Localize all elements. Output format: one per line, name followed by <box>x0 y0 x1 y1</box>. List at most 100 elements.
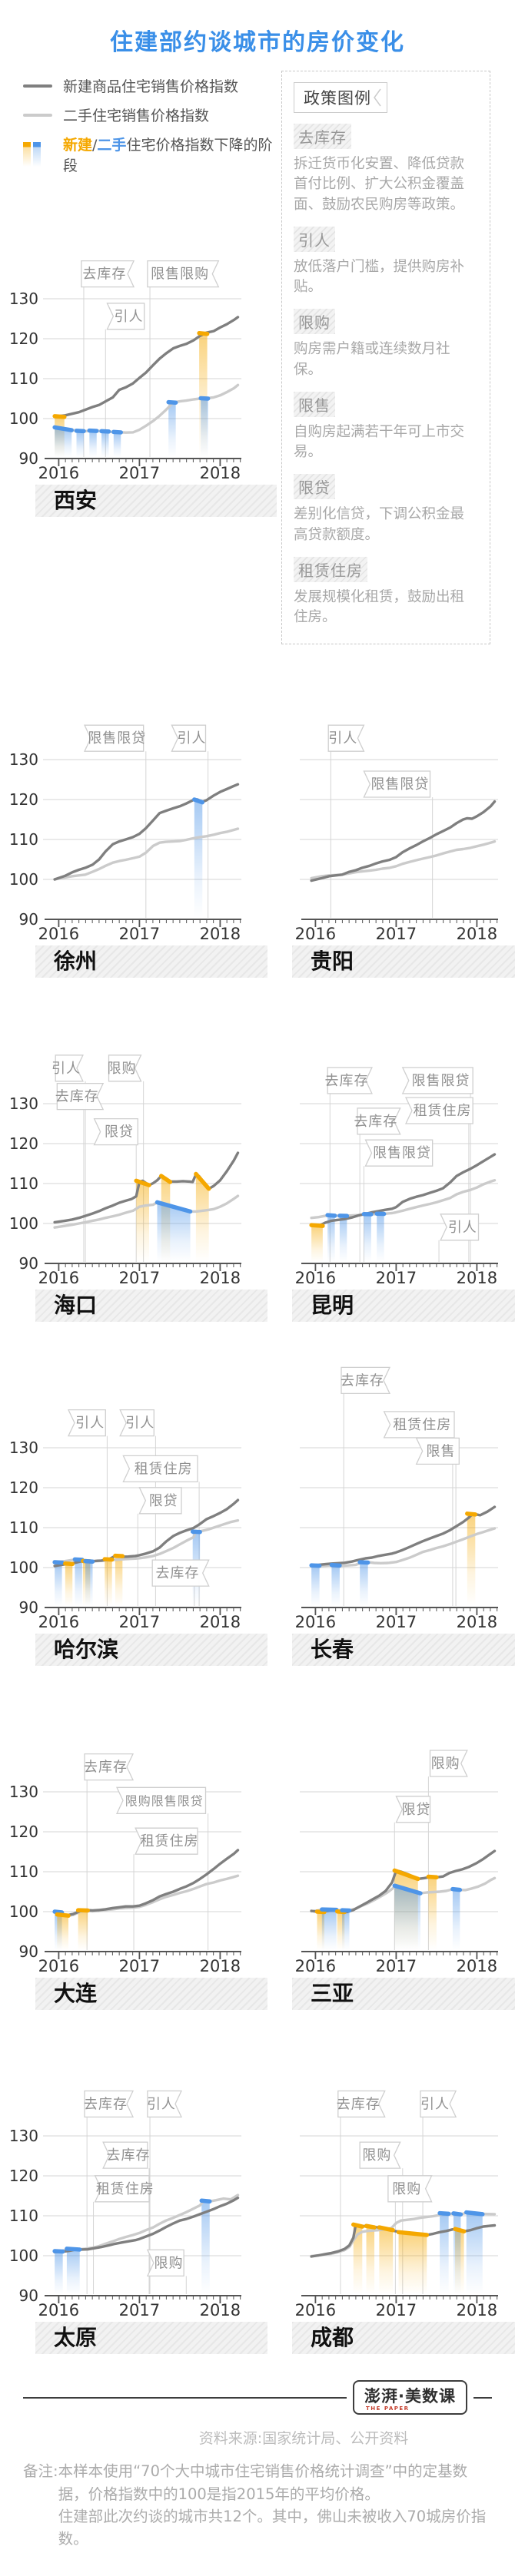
x-axis-tick-label: 2017 <box>376 1269 417 1287</box>
secondhand-index-line <box>311 1528 494 1566</box>
decline-cap <box>399 2233 427 2236</box>
old-decline-bar-swatch <box>33 142 41 167</box>
decline-cap <box>115 1556 122 1557</box>
secondhand-decline-bar <box>331 1567 340 1606</box>
decline-cap <box>467 2213 483 2214</box>
x-axis-tick-label: 2018 <box>200 925 241 943</box>
y-axis-tick-label: 110 <box>9 830 38 849</box>
y-axis-tick-label: 110 <box>9 1862 38 1881</box>
brand-logo-text: 澎湃·美数课 <box>364 2387 456 2405</box>
ribbon-notch-icon <box>371 88 384 108</box>
divider-line <box>473 2397 492 2399</box>
y-axis-tick-label: 120 <box>9 790 38 809</box>
new-decline-bar-swatch <box>23 142 31 167</box>
policy-flag: 限售限贷 <box>403 1068 473 1094</box>
policy-term: 租赁住房 <box>294 557 367 582</box>
secondhand-decline-bar <box>55 429 71 457</box>
policy-flag-label: 限购 <box>108 1061 137 1077</box>
secondhand-decline-bar <box>342 1912 349 1951</box>
policy-flag-label: 引人 <box>420 2097 450 2113</box>
new-decline-bar <box>399 2234 427 2295</box>
new-home-index-line <box>55 317 238 417</box>
top-row: 新建商品住宅销售价格指数 二手住宅销售价格指数 新建/二手住宅价格指数下降的阶段… <box>0 69 515 644</box>
policy-flag-label: 限售限贷 <box>411 1073 470 1089</box>
policy-flag: 限购 <box>108 1055 141 1081</box>
policy-flag-label: 租赁住房 <box>96 2181 154 2197</box>
policy-item: 引人 放低落户门槛，提供购房补贴。 <box>294 227 478 298</box>
x-axis-tick-label: 2016 <box>295 1613 336 1631</box>
y-axis-tick-label: 110 <box>9 1174 38 1193</box>
secondhand-index-line <box>55 1521 238 1563</box>
decline-cap <box>194 800 202 803</box>
x-axis-tick-label: 2017 <box>376 2301 417 2319</box>
brand-logo: 澎湃·美数课 THE PAPER <box>353 2380 467 2415</box>
footnote-line: 本样本使用“70个大中城市住宅销售价格统计调查”中的定基数据，价格指数中的100… <box>58 2460 492 2505</box>
chart-city-label: 三亚 <box>292 1978 515 2010</box>
x-axis-tick-label: 2018 <box>457 2301 497 2319</box>
policy-flag: 限售限贷 <box>85 726 146 752</box>
x-axis-tick-label: 2016 <box>295 2301 336 2319</box>
policy-item: 限贷 差别化信贷，下调公积金最高贷款额度。 <box>294 474 478 545</box>
chart-city-label: 西安 <box>35 485 277 517</box>
new-home-index-line <box>55 2198 238 2253</box>
policy-flag: 租赁住房 <box>135 1829 198 1855</box>
decline-cap <box>454 2213 460 2214</box>
policy-flag: 引人 <box>328 726 364 752</box>
x-axis-tick-label: 2017 <box>119 1613 160 1631</box>
policy-flag-label: 引人 <box>115 309 144 325</box>
policy-term: 限售 <box>294 392 335 417</box>
policy-desc: 差别化信贷，下调公积金最高贷款额度。 <box>294 505 478 545</box>
policy-flag: 限购 <box>430 1750 467 1776</box>
new-decline-bar <box>311 1227 323 1263</box>
policy-flag-label: 去库存 <box>84 2097 128 2113</box>
y-axis-tick-label: 130 <box>9 1094 38 1113</box>
policy-flag-label: 去库存 <box>55 1089 99 1105</box>
secondhand-index-line <box>55 385 238 432</box>
policy-flag: 限贷 <box>396 1796 430 1823</box>
policy-flag: 租赁住房 <box>95 2176 154 2202</box>
y-axis-tick-label: 120 <box>9 1823 38 1841</box>
secondhand-decline-bar <box>168 404 175 457</box>
chart-city-label: 徐州 <box>35 945 267 978</box>
policy-legend-title: 政策图例 <box>304 86 371 109</box>
brand-row: 澎湃·美数课 THE PAPER <box>23 2380 492 2415</box>
policy-flag: 去库存 <box>341 1368 390 1394</box>
policy-flag-label: 去库存 <box>107 2148 151 2164</box>
chart-city-label: 大连 <box>35 1978 267 2010</box>
y-axis-tick-label: 100 <box>9 1558 38 1577</box>
secondhand-decline-bar <box>467 2214 483 2294</box>
policy-flag-label: 引人 <box>328 731 357 747</box>
policy-flag-label: 引人 <box>147 2097 176 2113</box>
secondhand-decline-bar <box>75 1561 81 1607</box>
new-decline-bar <box>57 1916 68 1950</box>
new-decline-bar <box>367 2228 375 2295</box>
x-axis-tick-label: 2016 <box>295 1957 336 1975</box>
policy-desc: 发展规模化租赁，鼓励出租住房。 <box>294 588 478 628</box>
new-decline-bar <box>379 2230 393 2295</box>
chart-city-label: 昆明 <box>292 1290 515 1322</box>
y-axis-tick-label: 90 <box>19 449 38 468</box>
decline-cap <box>193 1532 200 1533</box>
policy-flag: 租赁住房 <box>384 1412 454 1438</box>
chart-city-label: 成都 <box>292 2322 515 2354</box>
policy-flag: 去库存 <box>152 1561 209 1587</box>
chart-city-label: 海口 <box>35 1290 267 1322</box>
secondhand-decline-bar <box>55 2253 63 2294</box>
secondhand-index-line <box>311 1180 494 1218</box>
left-column: 新建商品住宅销售价格指数 二手住宅销售价格指数 新建/二手住宅价格指数下降的阶段… <box>0 69 277 528</box>
policy-flag: 租赁住房 <box>406 1098 473 1124</box>
decline-cap <box>85 1561 92 1562</box>
policy-flag: 限贷 <box>139 1488 181 1514</box>
secondhand-index-line <box>311 842 494 879</box>
y-axis-tick-label: 130 <box>9 290 38 308</box>
secondhand-decline-bar <box>67 2250 80 2294</box>
